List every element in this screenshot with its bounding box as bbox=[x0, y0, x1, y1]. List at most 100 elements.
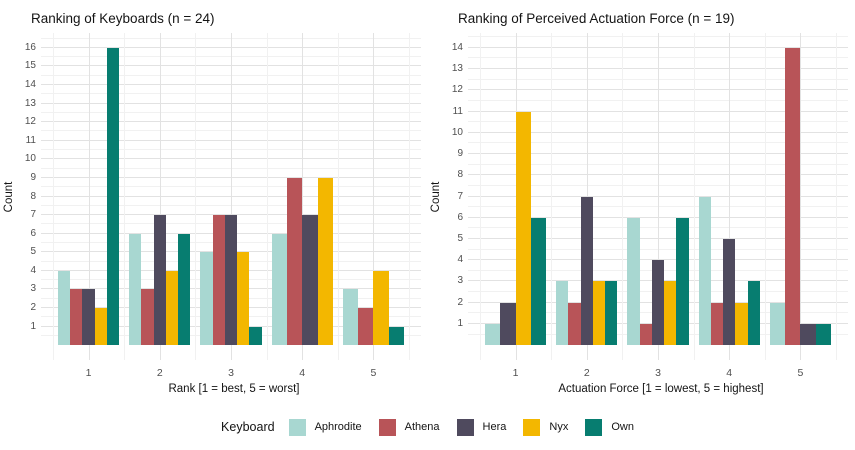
legend-item-hera: Hera bbox=[456, 418, 507, 436]
bar-aphrodite bbox=[342, 289, 359, 346]
bar-nyx bbox=[165, 270, 179, 346]
plot-area: 1 2 3 4 5 bbox=[468, 33, 848, 379]
bar-group bbox=[551, 33, 622, 346]
y-axis-ticks: 1 2 3 4 5 6 7 8 9 10 11 12 13 14 bbox=[444, 33, 468, 360]
legend: Keyboard Aphrodite Athena Hera Nyx Own bbox=[0, 404, 855, 450]
legend-item-label: Hera bbox=[482, 421, 507, 433]
bar-athena bbox=[785, 47, 801, 346]
bar-hera bbox=[500, 302, 516, 346]
legend-item-label: Aphrodite bbox=[314, 421, 362, 433]
y-tick-label: 8 bbox=[457, 169, 463, 181]
grid-line-x bbox=[124, 33, 126, 360]
y-tick-label: 3 bbox=[457, 275, 463, 287]
x-tick-label: 3 bbox=[228, 367, 234, 379]
bar-aphrodite bbox=[271, 233, 287, 346]
chart-title: Ranking of Keyboards (n = 24) bbox=[31, 11, 215, 26]
grid-line-x bbox=[53, 33, 54, 360]
grid-line-x bbox=[764, 33, 766, 360]
grid-line-x bbox=[800, 33, 802, 360]
bar-group bbox=[480, 33, 551, 346]
panel-keyboard-ranking: Ranking of Keyboards (n = 24) Count 1 2 3 4… bbox=[0, 0, 427, 404]
bar-nyx bbox=[735, 302, 748, 346]
x-tick-label: 4 bbox=[299, 367, 306, 379]
plot-area: 1 2 3 4 5 bbox=[41, 33, 421, 379]
grid-line-x bbox=[658, 33, 659, 360]
grid-line-x bbox=[551, 33, 553, 360]
bar-group bbox=[53, 33, 124, 346]
y-tick-label: 16 bbox=[24, 41, 36, 53]
x-tick-label: 1 bbox=[85, 367, 92, 379]
legend-swatch bbox=[585, 418, 603, 436]
bar-groups bbox=[53, 33, 409, 346]
grid-line-x bbox=[302, 33, 304, 360]
legend-title: Keyboard bbox=[221, 420, 275, 434]
bar-group bbox=[124, 33, 195, 346]
grid-line-x bbox=[836, 33, 837, 360]
x-tick-label: 5 bbox=[370, 367, 377, 379]
bar-aphrodite bbox=[485, 323, 501, 346]
y-tick-label: 9 bbox=[457, 148, 463, 160]
bar-nyx bbox=[94, 307, 107, 346]
bar-group bbox=[338, 33, 409, 346]
grid-line-x bbox=[195, 33, 197, 360]
bar-nyx bbox=[515, 111, 531, 346]
y-tick-label: 7 bbox=[457, 190, 463, 202]
x-tick-label: 2 bbox=[156, 367, 163, 379]
y-tick-label: 7 bbox=[30, 209, 36, 221]
y-axis-ticks: 1 2 3 4 5 6 7 8 9 10 11 12 13 14 15 16 bbox=[17, 33, 41, 360]
y-tick-label: 14 bbox=[451, 41, 463, 53]
bar-aphrodite bbox=[200, 252, 213, 346]
bar-hera bbox=[82, 289, 95, 346]
bar-hera bbox=[651, 260, 665, 346]
bar-own bbox=[530, 217, 547, 346]
grid-line-x bbox=[159, 33, 161, 360]
bar-own bbox=[249, 326, 262, 346]
grid-line-x bbox=[409, 33, 410, 360]
bar-nyx bbox=[373, 270, 389, 346]
bar-athena bbox=[568, 302, 581, 346]
bar-athena bbox=[141, 289, 154, 346]
y-tick-label: 15 bbox=[24, 60, 36, 72]
grid-line-x bbox=[373, 33, 375, 360]
x-tick-label: 5 bbox=[797, 367, 804, 379]
bar-hera bbox=[153, 215, 166, 346]
y-tick-label: 4 bbox=[30, 264, 36, 276]
x-tick-label: 1 bbox=[512, 367, 519, 379]
grid-line-x bbox=[586, 33, 588, 360]
panel-actuation-force: Ranking of Perceived Actuation Force (n … bbox=[427, 0, 854, 404]
bar-hera bbox=[580, 196, 593, 346]
bar-own bbox=[178, 233, 191, 346]
bar-group bbox=[694, 33, 765, 346]
grid-line-x bbox=[88, 33, 90, 360]
y-axis-title: Count bbox=[427, 33, 444, 360]
x-axis-title: Actuation Force [1 = lowest, 5 = highest… bbox=[558, 383, 764, 395]
bar-hera bbox=[302, 215, 318, 346]
grid-line-x bbox=[337, 33, 339, 360]
plot-inner: 1 2 3 4 5 bbox=[53, 33, 410, 379]
bar-nyx bbox=[664, 281, 677, 346]
chart-title: Ranking of Perceived Actuation Force (n … bbox=[458, 11, 735, 26]
y-tick-label: 2 bbox=[457, 296, 463, 308]
legend-item-label: Athena bbox=[404, 421, 440, 433]
y-tick-label: 12 bbox=[451, 84, 463, 96]
y-tick-label: 2 bbox=[30, 301, 36, 313]
y-axis-title-text: Count bbox=[429, 181, 442, 212]
y-tick-label: 11 bbox=[25, 134, 36, 146]
y-tick-label: 1 bbox=[457, 317, 463, 329]
y-tick-label: 5 bbox=[457, 232, 463, 244]
legend-item-label: Own bbox=[611, 421, 634, 433]
x-tick-label: 3 bbox=[655, 367, 661, 379]
bar-athena bbox=[286, 177, 303, 346]
y-axis-title: Count bbox=[0, 33, 17, 360]
bar-hera bbox=[800, 323, 816, 346]
grid-line-x bbox=[622, 33, 624, 360]
bar-hera bbox=[224, 215, 238, 346]
legend-item-athena: Athena bbox=[378, 418, 440, 436]
bar-athena bbox=[710, 302, 724, 346]
bar-own bbox=[106, 47, 120, 346]
grid-line-x bbox=[266, 33, 268, 360]
y-tick-label: 5 bbox=[30, 246, 36, 258]
